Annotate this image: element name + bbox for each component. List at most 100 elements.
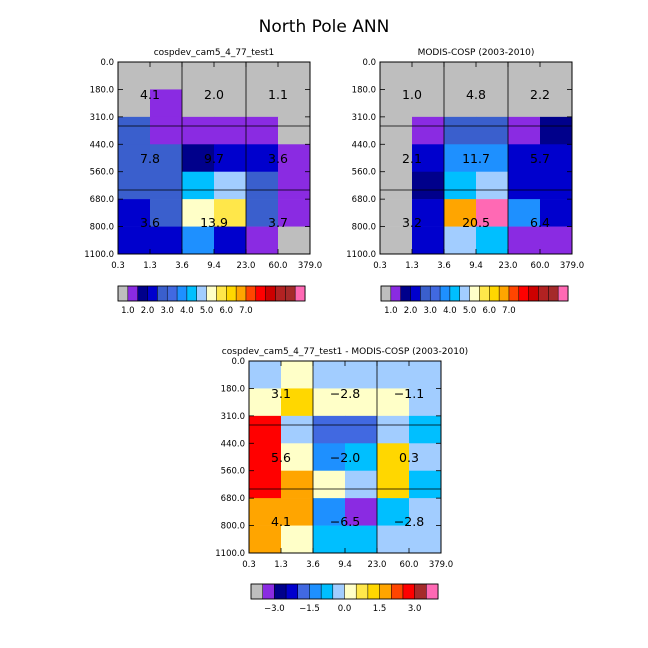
heatmap-cell [508,171,541,200]
colorbar-tick-label: 6.0 [219,306,233,316]
colorbar-swatch [320,583,334,600]
box-value-label: 11.7 [462,151,490,166]
panel-title: MODIS-COSP (2003-2010) [418,48,535,58]
colorbar-swatch [250,583,264,600]
heatmap-cell [313,443,346,472]
box-value-label: 2.2 [530,87,550,102]
heatmap-cell [313,415,346,444]
heatmap-cell [476,171,509,200]
heatmap-cell [246,62,279,90]
heatmap-cell [118,171,151,200]
heatmap-cell [249,443,282,472]
colorbar-swatch [294,285,306,302]
colorbar-swatch [309,583,322,600]
heatmap-cell [476,116,509,145]
colorbar-swatch [265,285,276,302]
x-tick-label: 379.0 [560,261,584,271]
heatmap-cell [150,62,183,90]
heatmap-cell [409,470,442,499]
heatmap-cell [444,89,477,118]
colorbar-swatch [206,285,217,302]
heatmap-cell [150,226,183,255]
heatmap-cell [409,361,442,389]
heatmap-cell [150,199,183,227]
y-tick-label: 680.0 [90,195,114,205]
heatmap-panel-3: cospdev_cam5_4_77_test1 - MODIS-COSP (20… [215,347,468,614]
heatmap-panel-1: cospdev_cam5_4_77_test1 0.0 180.0 310.0 440.… [84,48,322,316]
heatmap-cell [118,144,151,173]
heatmap-cell [182,226,215,255]
heatmap-cell [377,525,410,554]
colorbar-swatch [367,583,381,600]
y-tick-label: 180.0 [352,85,376,95]
y-tick-label: 560.0 [221,467,245,477]
heatmap-cell [476,144,509,173]
colorbar-tick-label: 1.5 [373,604,387,614]
heatmap-cell [476,199,509,227]
colorbar-frame [117,285,306,302]
heatmap-cell [444,171,477,200]
heatmap-panel-2: MODIS-COSP (2003-2010) 0.0 180.0 310.0 440.0… [346,48,584,316]
x-tick-label: 23.0 [368,560,387,570]
colorbar-swatch [216,285,227,302]
heatmap-cell [345,415,378,444]
heatmap-cell [214,116,247,145]
x-tick-label: 1.3 [405,261,419,271]
heatmap-cell [412,171,445,200]
heatmap-cell [214,62,247,90]
heatmap-cell [150,116,183,145]
colorbar-swatch [390,285,402,302]
colorbar-swatch [439,285,451,302]
figure-title: North Pole ANN [259,17,390,37]
heatmap-cell [540,62,573,90]
colorbar-swatch [528,285,539,302]
x-tick-label: 3.6 [437,261,451,271]
colorbar-swatch [469,285,480,302]
colorbar-swatch [285,285,296,302]
colorbar-tick-label: 2.0 [141,306,155,316]
colorbar-tick-label: 4.0 [180,306,194,316]
heatmap-cell [281,525,314,554]
heatmap-cell [380,199,413,227]
box-value-label: 7.8 [140,151,160,166]
heatmap-cell [278,116,311,145]
colorbar-swatch [127,285,139,302]
colorbar-swatch [274,583,287,600]
colorbar-swatch [414,583,427,600]
colorbar-swatch [449,285,461,302]
heatmap-cell [118,226,151,255]
colorbar-swatch [379,583,392,600]
heatmap-cell [476,226,509,255]
colorbar-swatch [355,583,369,600]
heatmap-cell [412,89,445,118]
colorbar-tick-label: 4.0 [443,306,457,316]
heatmap-cell [345,388,378,417]
heatmap-cell [150,144,183,173]
panel-title: cospdev_cam5_4_77_test1 - MODIS-COSP (20… [222,347,468,357]
heatmap-cell [380,62,413,90]
box-value-label: 9.7 [204,151,224,166]
colorbar-tick-label: 1.0 [121,306,135,316]
colorbar-frame [250,583,439,600]
box-value-label: 5.6 [271,450,291,465]
colorbar-swatch [508,285,520,302]
colorbar-swatch [380,285,392,302]
heatmap-cell [281,388,314,417]
y-tick-label: 440.0 [90,140,114,150]
heatmap-cell [278,62,311,90]
x-tick-label: 0.3 [111,261,125,271]
x-tick-label: 0.3 [373,261,387,271]
heatmap-cell [278,226,311,255]
heatmap-cell [182,144,215,173]
colorbar-swatch [420,285,431,302]
heatmap-cell [345,498,378,526]
y-tick-label: 1100.0 [346,250,376,260]
heatmap-cell [377,443,410,472]
colorbar-swatch [196,285,208,302]
heatmap-cell [409,415,442,444]
colorbar-swatch [489,285,500,302]
box-value-label: 1.0 [402,87,422,102]
heatmap-cell [540,199,573,227]
heatmap-cell [313,388,346,417]
